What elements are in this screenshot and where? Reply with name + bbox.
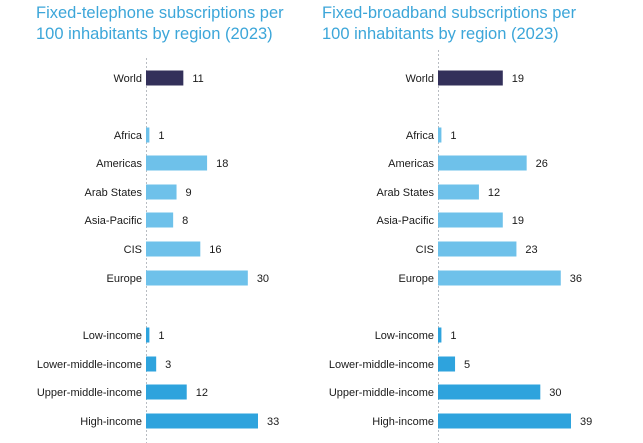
chart-title-line-2: 100 inhabitants by region (2023) — [36, 25, 273, 43]
bar-high-income — [438, 413, 571, 429]
bar-lower-middle-income — [146, 356, 157, 372]
value-label-world: 11 — [192, 73, 203, 85]
bar-arab-states — [146, 184, 177, 200]
category-label-world: World — [405, 73, 434, 85]
bar-asia-pacific — [438, 212, 503, 228]
value-label-lower-middle-income: 3 — [165, 359, 171, 371]
value-label-high-income: 39 — [580, 416, 592, 428]
value-label-cis: 23 — [525, 244, 537, 256]
category-label-cis: CIS — [124, 244, 142, 256]
chart-title: Fixed-telephone subscriptions per 100 in… — [36, 3, 284, 45]
fixed-telephone-chart: Fixed-telephone subscriptions per 100 in… — [0, 0, 320, 443]
bar-world — [438, 70, 503, 86]
value-label-cis: 16 — [209, 244, 221, 256]
category-label-americas: Americas — [388, 158, 434, 170]
category-label-africa: Africa — [114, 130, 143, 142]
chart-title-line-1: Fixed-broadband subscriptions per — [322, 4, 577, 22]
fixed-broadband-chart: Fixed-broadband subscriptions per 100 in… — [320, 0, 643, 443]
category-label-lower-middle-income: Lower-middle-income — [329, 359, 434, 371]
bar-upper-middle-income — [438, 384, 541, 400]
bar-cis — [146, 241, 201, 257]
bar-africa — [146, 127, 150, 143]
category-label-cis: CIS — [416, 244, 434, 256]
category-label-low-income: Low-income — [375, 330, 434, 342]
category-label-africa: Africa — [406, 130, 435, 142]
chart-title-line-1: Fixed-telephone subscriptions per — [36, 4, 284, 22]
category-label-upper-middle-income: Upper-middle-income — [329, 387, 434, 399]
category-label-asia-pacific: Asia-Pacific — [85, 215, 143, 227]
bar-high-income — [146, 413, 258, 429]
chart-title: Fixed-broadband subscriptions per 100 in… — [322, 3, 576, 45]
value-label-low-income: 1 — [158, 330, 164, 342]
category-label-world: World — [113, 73, 142, 85]
value-label-arab-states: 9 — [186, 187, 192, 199]
bar-cis — [438, 241, 517, 257]
category-label-europe: Europe — [107, 273, 142, 285]
fixed-broadband-bar-chart: World 19 Africa 1 Americas 26 Arab States 12 Asi… — [329, 50, 592, 443]
value-label-americas: 26 — [536, 158, 548, 170]
category-label-asia-pacific: Asia-Pacific — [377, 215, 435, 227]
value-label-asia-pacific: 8 — [182, 215, 188, 227]
category-label-low-income: Low-income — [83, 330, 142, 342]
value-label-arab-states: 12 — [488, 187, 500, 199]
category-label-upper-middle-income: Upper-middle-income — [37, 387, 142, 399]
value-label-upper-middle-income: 12 — [196, 387, 208, 399]
value-label-world: 19 — [512, 73, 524, 85]
value-label-asia-pacific: 19 — [512, 215, 524, 227]
category-label-high-income: High-income — [372, 416, 434, 428]
bar-asia-pacific — [146, 212, 174, 228]
category-label-americas: Americas — [96, 158, 142, 170]
value-label-europe: 36 — [570, 273, 582, 285]
bar-lower-middle-income — [438, 356, 456, 372]
value-label-lower-middle-income: 5 — [464, 359, 470, 371]
bar-europe — [146, 270, 248, 286]
category-label-arab-states: Arab States — [377, 187, 435, 199]
bar-americas — [146, 155, 208, 171]
bar-americas — [438, 155, 527, 171]
bar-arab-states — [438, 184, 479, 200]
value-label-americas: 18 — [216, 158, 228, 170]
value-label-high-income: 33 — [267, 416, 279, 428]
bar-upper-middle-income — [146, 384, 187, 400]
category-label-high-income: High-income — [80, 416, 142, 428]
value-label-upper-middle-income: 30 — [549, 387, 561, 399]
value-label-africa: 1 — [158, 130, 164, 142]
value-label-europe: 30 — [257, 273, 269, 285]
chart-title-line-2: 100 inhabitants by region (2023) — [322, 25, 559, 43]
category-label-arab-states: Arab States — [85, 187, 143, 199]
bar-world — [146, 70, 184, 86]
bar-africa — [438, 127, 442, 143]
value-label-low-income: 1 — [450, 330, 456, 342]
bar-europe — [438, 270, 561, 286]
bar-low-income — [146, 327, 150, 343]
category-label-lower-middle-income: Lower-middle-income — [37, 359, 142, 371]
bar-low-income — [438, 327, 442, 343]
value-label-africa: 1 — [450, 130, 456, 142]
category-label-europe: Europe — [399, 273, 434, 285]
